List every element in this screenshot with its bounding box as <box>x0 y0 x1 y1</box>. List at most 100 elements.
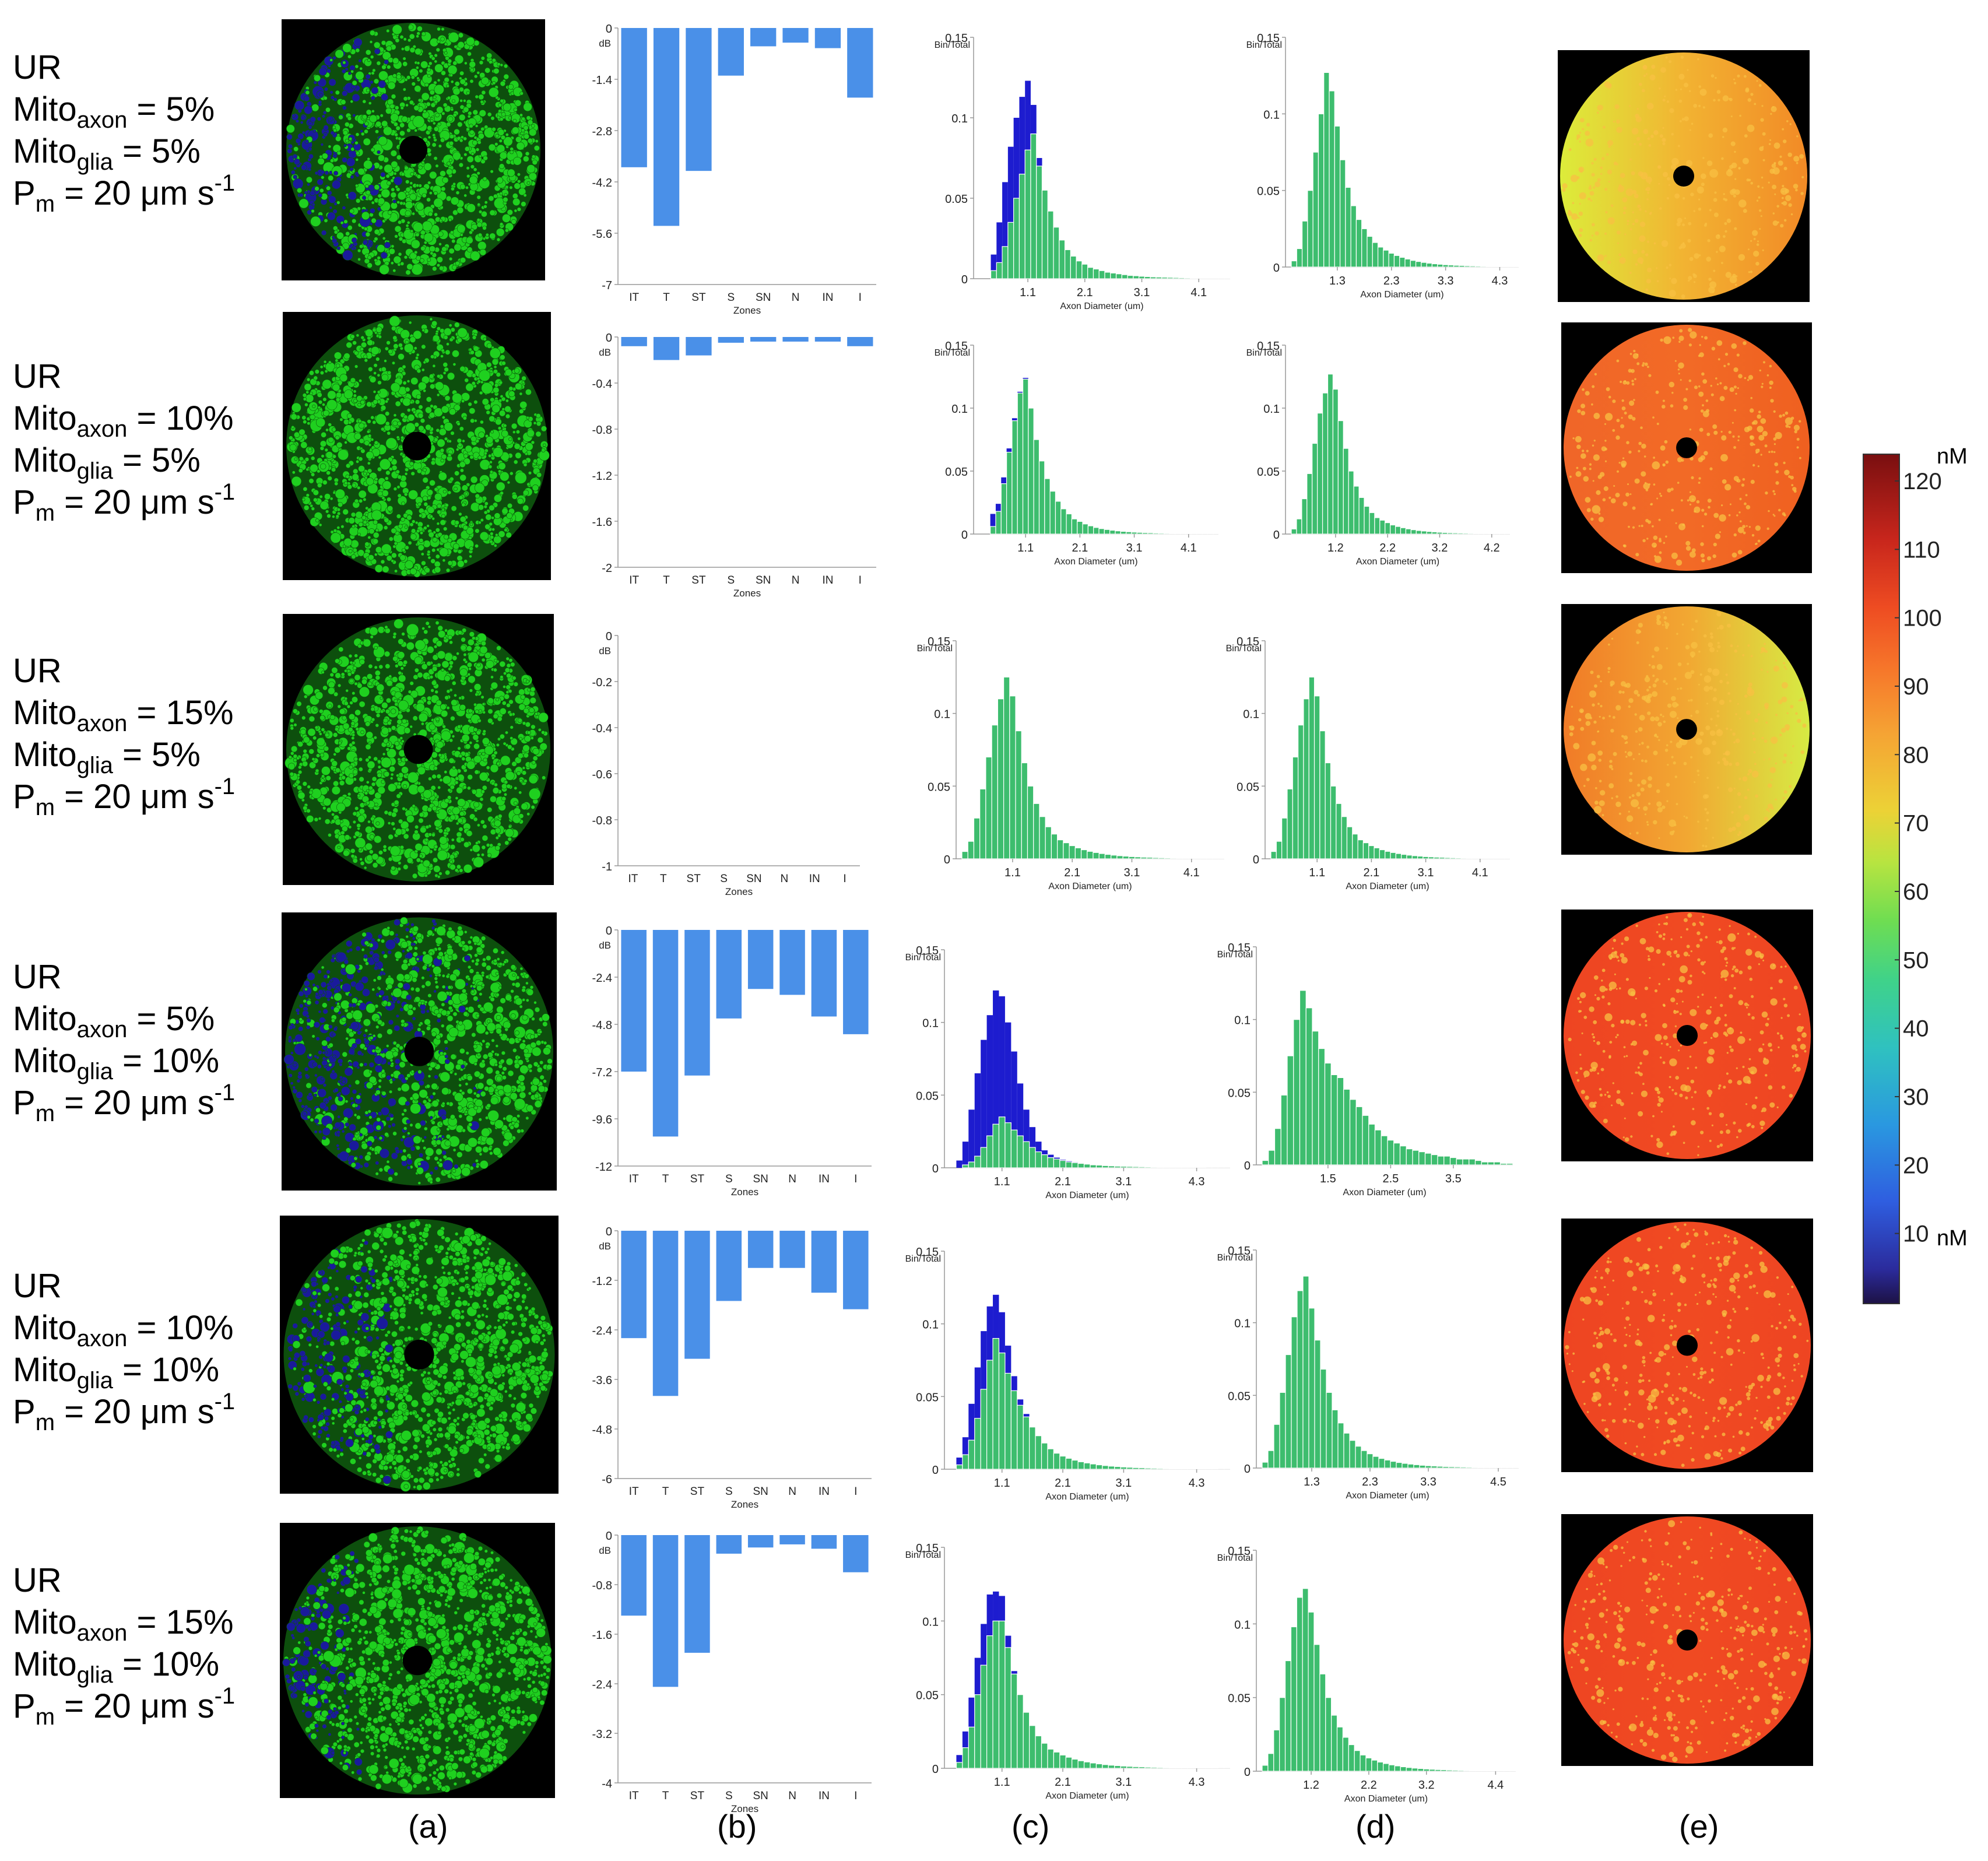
hist-bar-green <box>1336 803 1342 859</box>
x-tick-label: IT <box>629 292 639 304</box>
x-tick-label: T <box>663 292 670 304</box>
x-tick-label: S <box>727 574 735 587</box>
optic-hole <box>1676 1024 1698 1047</box>
hist-bar-green <box>1431 263 1438 268</box>
hist-bar-green <box>1104 529 1111 535</box>
hist-bar-green <box>1134 856 1141 859</box>
hist-bar-green <box>1036 166 1043 279</box>
hist-bar-green <box>1401 854 1407 859</box>
hist-bar-green <box>1507 266 1514 268</box>
hist-bar-green <box>1116 855 1123 859</box>
hist-bar-green <box>1343 448 1349 535</box>
hist-bar-green <box>956 1762 963 1769</box>
hist-bar-green <box>1297 725 1304 859</box>
hist-bar-green <box>1125 531 1132 535</box>
hist-bar-green <box>962 1164 969 1168</box>
hist-bar-green <box>1017 1694 1024 1769</box>
x-tick-label: 4.2 <box>1484 542 1500 554</box>
x-tick-label: 2.1 <box>1077 286 1093 299</box>
hist-bar-green <box>1406 1767 1413 1772</box>
y-axis-label: dB <box>599 645 611 656</box>
hist-bar-green <box>1093 852 1100 859</box>
x-tick-label: N <box>792 574 800 587</box>
column-label-b: (b) <box>717 1808 757 1845</box>
axon-circles <box>284 617 550 882</box>
hist-bar-green <box>1477 858 1484 859</box>
x-tick-label: 1.1 <box>994 1175 1010 1188</box>
y-tick-label: 0 <box>606 1226 612 1238</box>
hist-bar-green <box>1361 1450 1368 1469</box>
hist-bar-blue <box>986 1015 993 1168</box>
y-axis-label: dB <box>599 347 611 358</box>
hist-bar-green <box>1327 374 1334 535</box>
hist-bar-green <box>974 1156 981 1168</box>
hist-bar-green <box>1174 533 1181 535</box>
optic-hole <box>404 1037 434 1066</box>
hist-bar-green <box>1466 1466 1473 1469</box>
x-tick-label: IN <box>822 574 833 587</box>
hist-bar-green <box>1474 1160 1482 1165</box>
hist-bar-blue <box>981 1040 987 1168</box>
y-tick-label: 0.05 <box>916 1690 939 1702</box>
hist-bar-green <box>1144 1166 1151 1168</box>
bar-n <box>779 930 805 995</box>
pm-line: Pm = 20 μm s-1 <box>13 1080 236 1126</box>
hist-bar-green <box>1413 1464 1420 1469</box>
hist-bar-green <box>1322 392 1329 535</box>
x-tick-label: IT <box>629 1173 639 1185</box>
hist-bar-blue <box>962 1142 969 1168</box>
hist-bar-green <box>1076 261 1083 279</box>
hist-bar-green <box>1051 834 1058 859</box>
hist-bar-green <box>1393 1143 1401 1165</box>
colorbar-tick-label: 120 <box>1903 469 1942 494</box>
hist-bar-green <box>1355 1106 1363 1165</box>
hist-bar-green <box>1059 1455 1066 1470</box>
x-tick-label: IN <box>819 1790 830 1802</box>
x-tick-label: 3.1 <box>1115 1477 1132 1490</box>
hist-bar-green <box>1466 858 1473 859</box>
hist-bar-green <box>1004 1122 1011 1168</box>
hist-bar-green <box>1004 1372 1011 1470</box>
x-tick-label: 4.5 <box>1490 1476 1506 1488</box>
hist-bar-green <box>1399 257 1406 268</box>
hist-bar-green <box>1312 1031 1319 1165</box>
hist-bar-green <box>1491 266 1498 268</box>
x-tick-label: 1.1 <box>994 1776 1010 1789</box>
hist-bar-green <box>1152 857 1160 859</box>
hist-bar-green <box>1325 762 1332 859</box>
hist-bar-green <box>1411 855 1418 859</box>
hist-bar-green <box>1028 408 1034 535</box>
hist-bar-green <box>1406 1148 1413 1165</box>
hist-bar-green <box>962 1747 969 1769</box>
mito-glia-line: Mitoglia = 10% <box>13 1042 220 1084</box>
axon-map-4 <box>282 912 557 1191</box>
hist-bar-green <box>1381 1135 1388 1165</box>
hist-bar-green <box>1185 533 1192 535</box>
y-tick-label: -0.8 <box>592 1579 612 1592</box>
hist-bar-green <box>1318 113 1325 268</box>
colorbar-tick-label: 90 <box>1903 674 1929 700</box>
hist-bar-green <box>1053 1452 1060 1470</box>
hist-bar-green <box>1138 1467 1146 1470</box>
x-tick-label: 2.1 <box>1055 1776 1071 1789</box>
hist-bar-green <box>1017 1135 1024 1168</box>
hist-bar-green <box>1081 264 1088 279</box>
hist-bar-green <box>1388 1764 1395 1772</box>
y-tick-label: -4.8 <box>592 1019 612 1032</box>
bar-st <box>686 28 712 171</box>
mito-glia-line: Mitoglia = 5% <box>13 132 201 175</box>
x-axis-label: Axon Diameter (um) <box>1060 301 1143 311</box>
x-tick-label: ST <box>690 1486 705 1498</box>
bar-s <box>718 337 744 343</box>
hist-bar-green <box>1457 1769 1464 1772</box>
y-tick-label: 0.05 <box>928 781 950 793</box>
hist-bar-green <box>1421 262 1427 268</box>
hist-bar-green <box>1115 531 1121 535</box>
x-axis-label: Axon Diameter (um) <box>1356 557 1439 567</box>
hist-bar-green <box>1443 1156 1451 1165</box>
hist-bar-green <box>1332 1409 1339 1469</box>
optic-hole <box>404 1339 434 1370</box>
y-tick-label: -7 <box>602 279 612 292</box>
hist-bar-green <box>956 1464 963 1470</box>
y-tick-label: 0.15 <box>1237 635 1259 648</box>
